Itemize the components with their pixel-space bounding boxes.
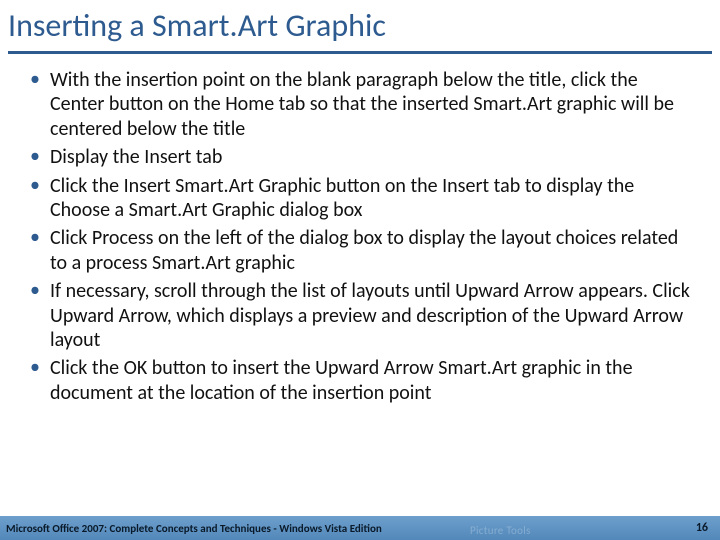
list-item: Click the Insert Smart.Art Graphic butto… — [28, 174, 692, 223]
slide-body: With the insertion point on the blank pa… — [0, 54, 720, 405]
slide: Inserting a Smart.Art Graphic With the i… — [0, 0, 720, 540]
list-item: If necessary, scroll through the list of… — [28, 279, 692, 352]
slide-title: Inserting a Smart.Art Graphic — [0, 0, 720, 51]
footer-bar: Microsoft Office 2007: Complete Concepts… — [0, 516, 720, 540]
page-number: 16 — [696, 521, 708, 535]
list-item: Click the OK button to insert the Upward… — [28, 356, 692, 405]
list-item: Display the Insert tab — [28, 145, 692, 169]
list-item: Click Process on the left of the dialog … — [28, 226, 692, 275]
footer-source-text: Microsoft Office 2007: Complete Concepts… — [6, 522, 382, 535]
bullet-list: With the insertion point on the blank pa… — [28, 68, 692, 405]
list-item: With the insertion point on the blank pa… — [28, 68, 692, 141]
footer-ghost-text: Picture Tools — [470, 524, 531, 537]
